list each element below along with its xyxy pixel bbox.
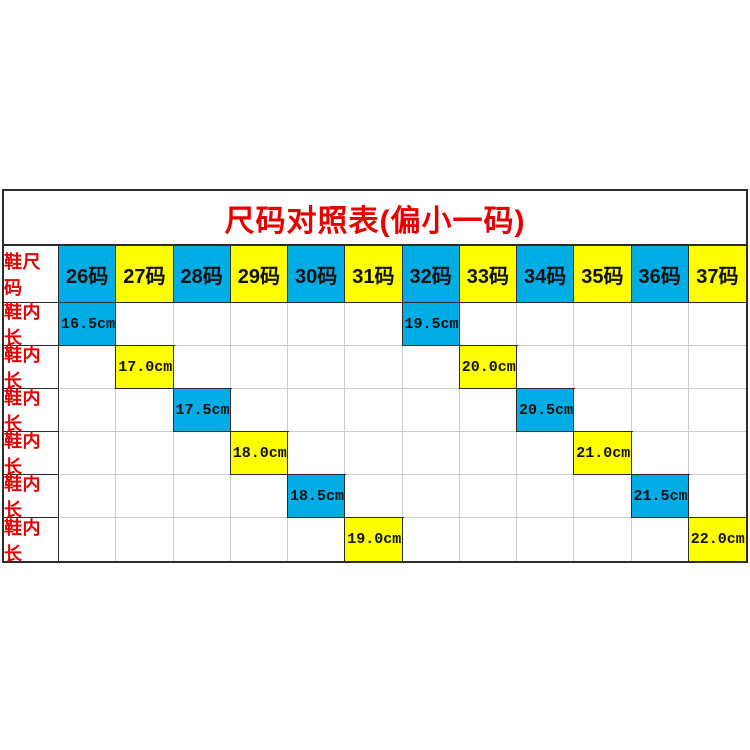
empty-cell (59, 475, 117, 518)
empty-cell (116, 475, 174, 518)
row-label-cell: 鞋内长 (4, 474, 59, 520)
empty-cell (631, 346, 689, 389)
empty-cell (459, 303, 517, 346)
inner-length-value-cell: 17.0cm (115, 345, 175, 390)
empty-cell (288, 303, 346, 346)
empty-cell (59, 432, 117, 475)
empty-cell (459, 475, 517, 518)
empty-cell (574, 389, 632, 432)
size-header-cell: 34码 (517, 246, 575, 303)
empty-cell (517, 518, 575, 561)
empty-cell (402, 432, 460, 475)
size-chart-table: 尺码对照表(偏小一码) 鞋尺码 26码 27码 28码 29码 30码 31码 32码 33码 3… (2, 189, 748, 564)
size-header-cell: 30码 (288, 246, 346, 303)
size-header-cell: 32码 (402, 246, 460, 303)
size-header-cell: 29码 (230, 246, 288, 303)
empty-cell (288, 389, 346, 432)
size-header-cell: 27码 (116, 246, 174, 303)
size-header-cell: 35码 (574, 246, 632, 303)
empty-cell (116, 389, 174, 432)
empty-cell (173, 518, 231, 561)
empty-cell (688, 389, 746, 432)
size-header-cell: 37码 (688, 246, 746, 303)
inner-length-value-cell: 17.5cm (172, 388, 232, 433)
inner-length-value-cell: 18.5cm (286, 474, 347, 519)
empty-cell (631, 303, 689, 346)
row-label-cell: 鞋内长 (4, 388, 59, 434)
empty-cell (345, 389, 403, 432)
empty-cell (59, 518, 117, 561)
row-label-cell: 鞋内长 (4, 518, 59, 564)
empty-cell (345, 303, 403, 346)
empty-cell (59, 389, 117, 432)
empty-cell (517, 432, 575, 475)
inner-length-value-cell: 19.0cm (344, 517, 404, 562)
empty-cell (402, 389, 460, 432)
empty-cell (459, 432, 517, 475)
empty-cell (402, 475, 460, 518)
empty-cell (230, 475, 288, 518)
empty-cell (345, 432, 403, 475)
size-header-cell: 33码 (459, 246, 517, 303)
empty-cell (517, 475, 575, 518)
inner-length-value-cell: 16.5cm (57, 302, 118, 347)
size-header-cell: 36码 (631, 246, 689, 303)
inner-length-value-cell: 20.5cm (515, 388, 576, 433)
empty-cell (688, 303, 746, 346)
empty-cell (116, 303, 174, 346)
empty-cell (402, 518, 460, 561)
size-chart-title: 尺码对照表(偏小一码) (224, 204, 526, 238)
empty-cell (688, 346, 746, 389)
inner-length-value-cell: 18.0cm (229, 431, 290, 476)
empty-cell (173, 346, 231, 389)
title-row: 尺码对照表(偏小一码) (4, 191, 746, 244)
empty-cell (288, 432, 346, 475)
empty-cell (688, 432, 746, 475)
empty-cell (517, 346, 575, 389)
empty-cell (459, 518, 517, 561)
inner-length-value-cell: 20.0cm (458, 345, 519, 390)
empty-cell (345, 475, 403, 518)
empty-cell (517, 303, 575, 346)
inner-length-value-cell: 21.0cm (573, 431, 633, 476)
empty-cell (116, 518, 174, 561)
empty-cell (459, 389, 517, 432)
empty-cell (574, 518, 632, 561)
inner-length-value-cell: 22.0cm (687, 517, 748, 562)
row-label-cell: 鞋内长 (4, 302, 59, 348)
empty-cell (631, 432, 689, 475)
empty-cell (230, 303, 288, 346)
empty-cell (574, 475, 632, 518)
empty-cell (574, 303, 632, 346)
row-label-cell: 鞋内长 (4, 431, 59, 477)
empty-cell (631, 389, 689, 432)
empty-cell (173, 432, 231, 475)
size-header-cell: 26码 (59, 246, 117, 303)
inner-length-value-cell: 21.5cm (630, 474, 690, 519)
size-header-cell: 31码 (345, 246, 403, 303)
empty-cell (116, 432, 174, 475)
empty-cell (230, 346, 288, 389)
empty-cell (631, 518, 689, 561)
empty-cell (173, 303, 231, 346)
size-grid: 鞋尺码 26码 27码 28码 29码 30码 31码 32码 33码 34码 35码 36码 37码鞋… (4, 244, 748, 564)
row-label-cell: 鞋内长 (4, 345, 59, 391)
empty-cell (402, 346, 460, 389)
empty-cell (230, 389, 288, 432)
size-header-cell: 28码 (173, 246, 231, 303)
inner-length-value-cell: 19.5cm (401, 302, 461, 347)
empty-cell (230, 518, 288, 561)
empty-cell (173, 475, 231, 518)
empty-cell (345, 346, 403, 389)
empty-cell (59, 346, 117, 389)
empty-cell (574, 346, 632, 389)
empty-cell (688, 475, 746, 518)
corner-header-cell: 鞋尺码 (4, 246, 59, 303)
empty-cell (288, 518, 346, 561)
empty-cell (288, 346, 346, 389)
